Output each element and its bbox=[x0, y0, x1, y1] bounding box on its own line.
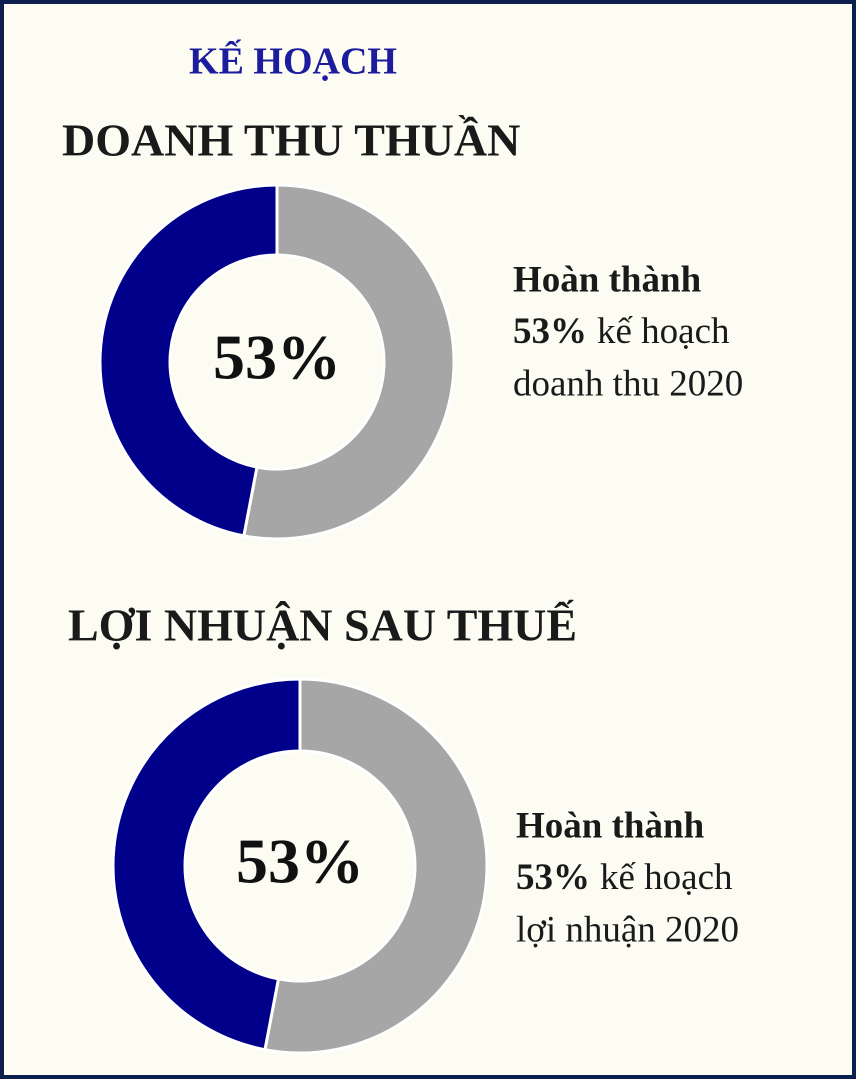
note-line: lợi nhuận 2020 bbox=[516, 909, 739, 950]
donut-segment bbox=[242, 183, 456, 541]
note-text: kế hoạch bbox=[597, 311, 730, 352]
chart-title: DOANH THU THUẦN bbox=[62, 114, 520, 166]
note-line: 53% kế hoạch bbox=[513, 311, 730, 352]
note-figure: 53% bbox=[516, 857, 590, 898]
note-text: kế hoạch bbox=[600, 857, 733, 898]
chart-title: LỢI NHUẬN SAU THUẾ bbox=[68, 599, 577, 651]
note-line: doanh thu 2020 bbox=[513, 363, 743, 404]
note-line: Hoàn thành bbox=[516, 805, 705, 846]
center-label: 53% bbox=[236, 826, 364, 897]
donut-segment bbox=[263, 677, 489, 1055]
header: KẾ HOẠCH bbox=[189, 40, 397, 83]
note-line: 53% kế hoạch bbox=[516, 857, 733, 898]
note-figure: 53% bbox=[513, 311, 587, 352]
donut-segment bbox=[98, 183, 279, 538]
donut-segment bbox=[111, 677, 302, 1052]
center-label: 53% bbox=[213, 322, 341, 393]
note-line: Hoàn thành bbox=[513, 259, 702, 300]
